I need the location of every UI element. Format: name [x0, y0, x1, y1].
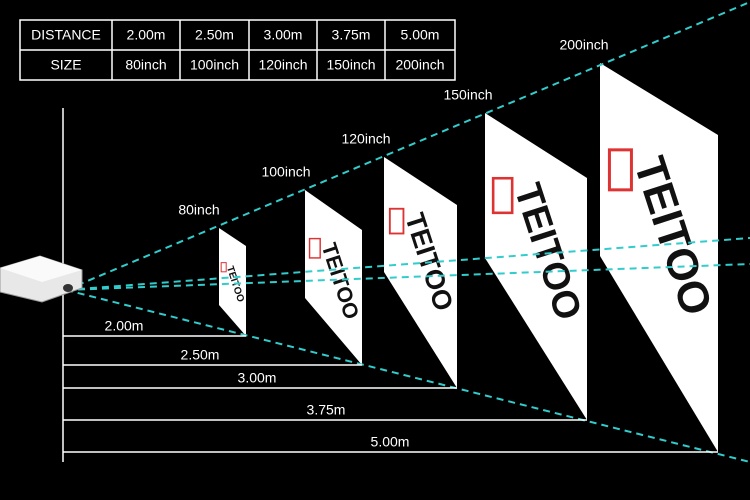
logo-stamp: [607, 148, 633, 192]
screen: [305, 190, 362, 365]
table-cell: 5.00m: [401, 27, 440, 43]
logo-stamp: [388, 207, 405, 235]
table-cell: DISTANCE: [31, 27, 101, 43]
distance-label: 3.75m: [307, 402, 346, 418]
logo-stamp: [491, 176, 514, 215]
screen-size-label: 80inch: [178, 202, 219, 218]
table-cell: 3.00m: [264, 27, 303, 43]
spec-table: DISTANCE 2.00m 2.50m 3.00m 3.75m 5.00m SIZE 80i…: [19, 19, 456, 81]
table-cell: 3.75m: [332, 27, 371, 43]
distance-label: 3.00m: [238, 370, 277, 386]
screen: [384, 157, 457, 388]
table-cell: 200inch: [395, 57, 444, 73]
screen-size-label: 100inch: [261, 164, 310, 180]
distance-label: 5.00m: [371, 434, 410, 450]
screen: [485, 113, 587, 420]
distance-label: 2.00m: [105, 318, 144, 334]
distance-label: 2.50m: [181, 347, 220, 363]
projector: [0, 255, 83, 303]
table-cell: SIZE: [50, 57, 81, 73]
screen-size-label: 120inch: [341, 131, 390, 147]
screen-size-label: 200inch: [559, 37, 608, 53]
table-cell: 2.50m: [195, 27, 234, 43]
table-cell: 2.00m: [127, 27, 166, 43]
logo-stamp: [308, 237, 321, 259]
table-cell: 120inch: [258, 57, 307, 73]
logo-stamp: [220, 262, 227, 273]
beam-line: [65, 263, 750, 291]
projection-beams: [65, 1, 750, 463]
table-cell: 80inch: [125, 57, 166, 73]
projector-top: [0, 256, 82, 282]
beam-line: [65, 1, 750, 291]
screen-size-label: 150inch: [443, 87, 492, 103]
projector-lens: [63, 284, 73, 292]
screen: [219, 228, 246, 336]
table-cell: 150inch: [326, 57, 375, 73]
table-cell: 100inch: [190, 57, 239, 73]
screens: TEITOOTEITOOTEITOOTEITOOTEITOO: [219, 63, 721, 452]
screen: [600, 63, 718, 452]
beam-line: [65, 289, 750, 463]
beam-line: [65, 237, 750, 291]
